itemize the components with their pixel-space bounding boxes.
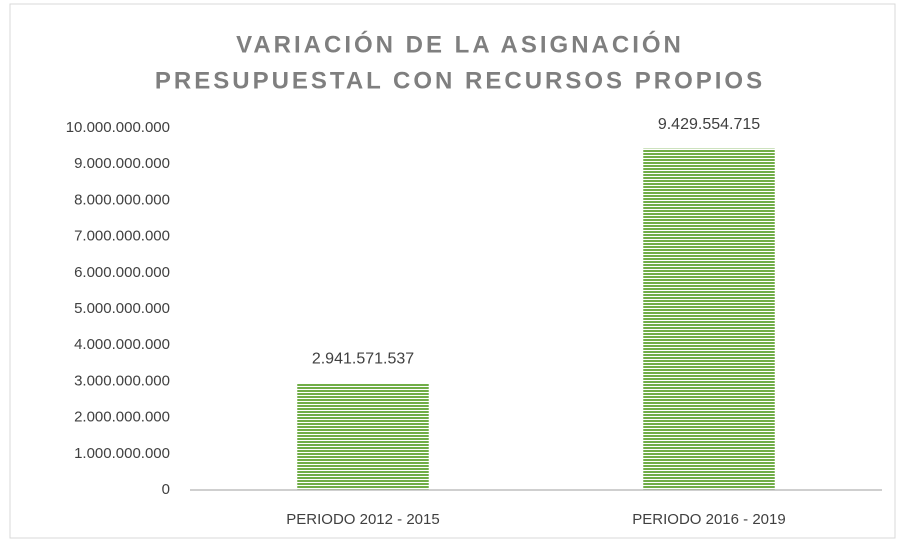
y-tick-label: 4.000.000.000 [74, 336, 170, 353]
data-label: 2.941.571.537 [312, 351, 414, 368]
y-tick-label: 3.000.000.000 [74, 372, 170, 389]
y-tick-label: 0 [162, 481, 170, 498]
y-tick-label: 1.000.000.000 [74, 445, 170, 462]
data-label: 9.429.554.715 [658, 116, 760, 133]
bar [643, 148, 775, 490]
y-tick-label: 7.000.000.000 [74, 228, 170, 245]
y-tick-label: 6.000.000.000 [74, 264, 170, 281]
y-tick-label: 9.000.000.000 [74, 155, 170, 172]
chart-title: PRESUPUESTAL CON RECURSOS PROPIOS [155, 67, 765, 94]
y-tick-label: 8.000.000.000 [74, 191, 170, 208]
x-tick-label: PERIODO 2012 - 2015 [286, 511, 439, 528]
bar [297, 383, 429, 490]
x-tick-label: PERIODO 2016 - 2019 [632, 511, 785, 528]
y-tick-label: 5.000.000.000 [74, 300, 170, 317]
y-tick-label: 10.000.000.000 [66, 119, 170, 136]
y-tick-label: 2.000.000.000 [74, 409, 170, 426]
chart-title: VARIACIÓN DE LA ASIGNACIÓN [236, 30, 684, 58]
